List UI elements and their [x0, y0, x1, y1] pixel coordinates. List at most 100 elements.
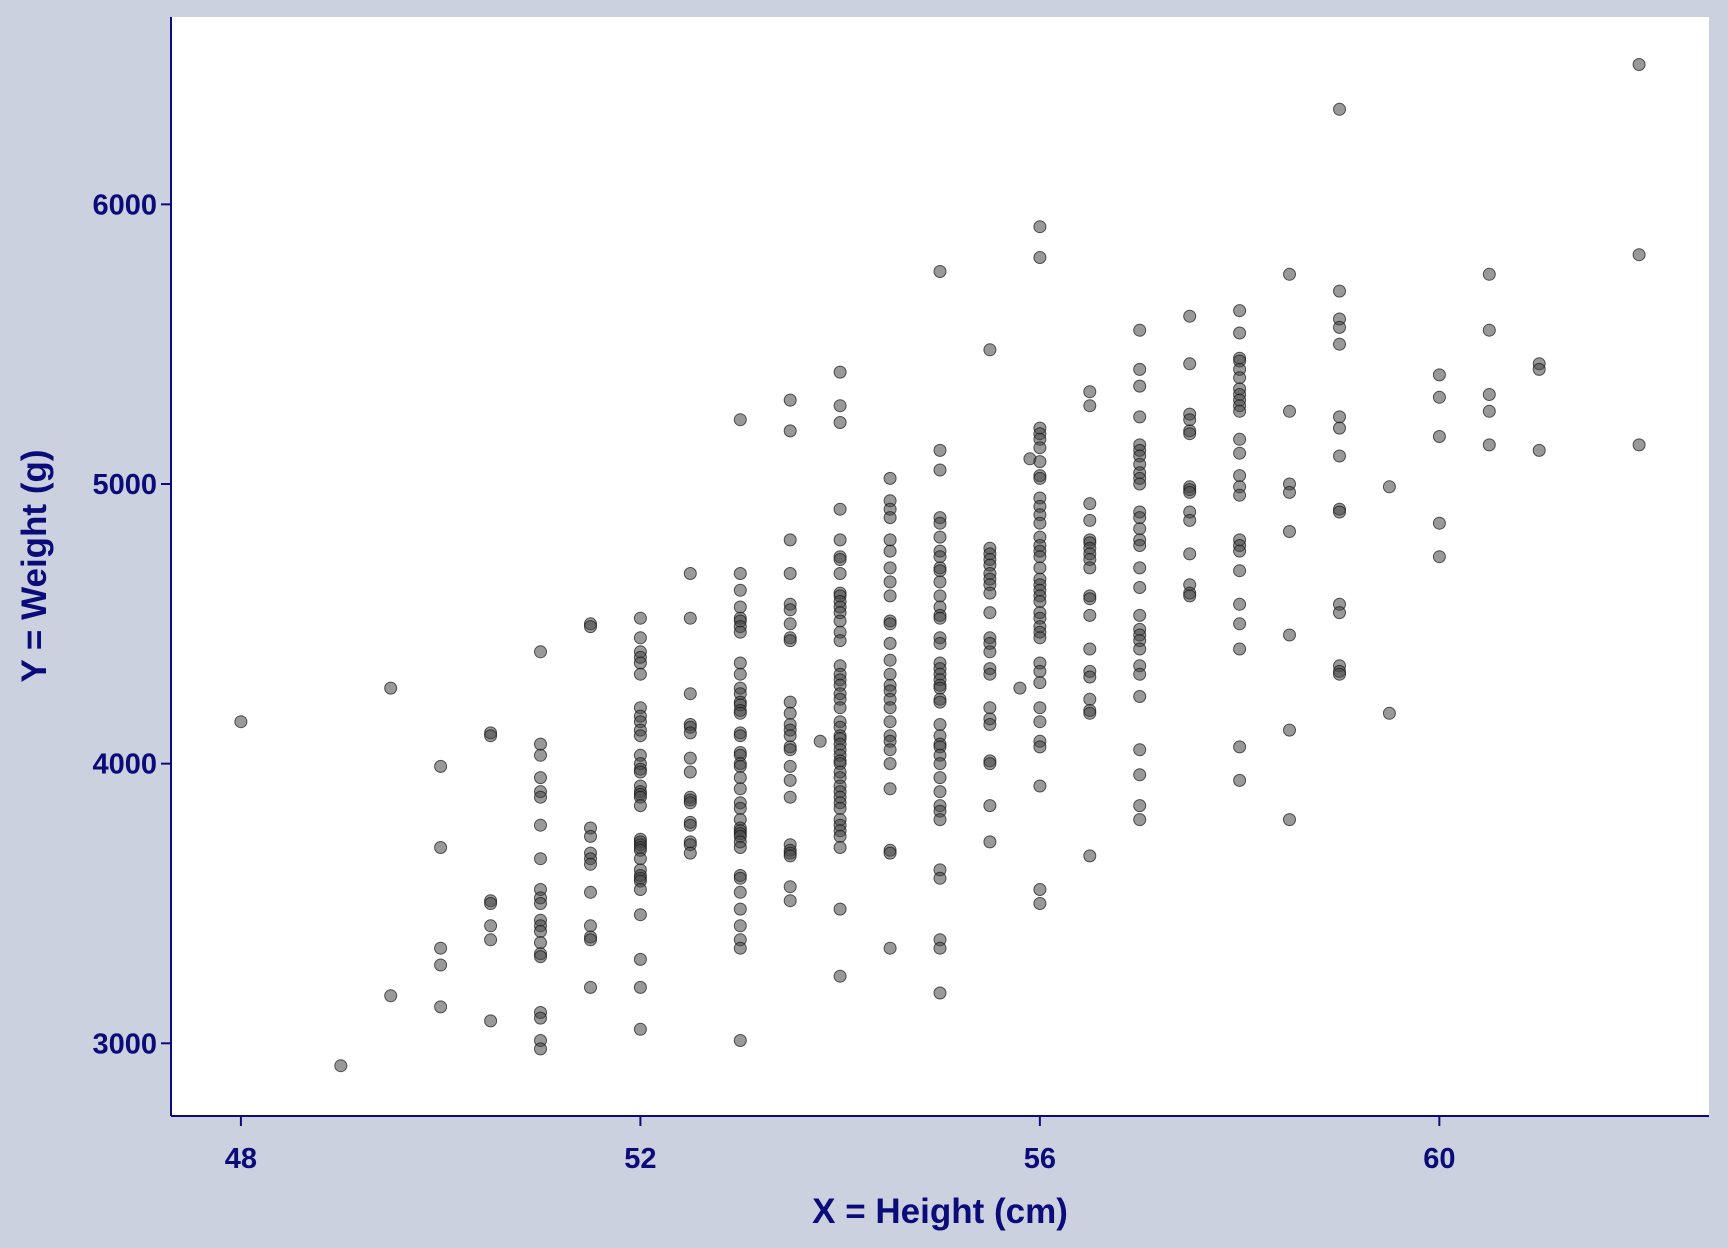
data-point — [733, 782, 747, 796]
data-point — [1183, 357, 1197, 371]
data-point — [933, 681, 947, 695]
data-point — [833, 829, 847, 843]
data-point — [1133, 768, 1147, 782]
data-point — [633, 883, 647, 896]
data-point — [1233, 404, 1247, 418]
data-point — [1083, 592, 1097, 606]
data-point — [1482, 388, 1496, 401]
data-point — [1183, 547, 1197, 561]
data-point — [783, 617, 797, 631]
data-point — [1233, 740, 1247, 754]
data-point — [384, 989, 398, 1003]
data-point — [813, 734, 827, 748]
data-point — [633, 765, 647, 779]
data-point — [1233, 371, 1247, 385]
data-point — [1083, 608, 1097, 622]
data-point — [1133, 511, 1147, 525]
data-point — [434, 841, 448, 854]
data-point — [1033, 779, 1047, 793]
data-point — [1333, 421, 1346, 435]
data-point — [1632, 248, 1646, 262]
data-point — [933, 813, 947, 827]
data-point — [783, 729, 797, 743]
data-point — [633, 667, 647, 681]
data-point — [1033, 595, 1047, 608]
data-point — [933, 550, 947, 564]
data-point — [1233, 564, 1247, 578]
data-point — [1083, 642, 1097, 656]
data-point — [833, 502, 847, 516]
data-point — [833, 841, 847, 854]
data-point — [633, 952, 647, 966]
data-point — [1133, 379, 1147, 393]
data-point — [1233, 469, 1247, 483]
y-tick-label: 6000 — [92, 189, 157, 221]
data-point — [833, 416, 847, 429]
data-point — [883, 589, 897, 603]
data-point — [633, 908, 647, 922]
data-point — [484, 1014, 498, 1028]
data-point — [1183, 589, 1197, 603]
data-point — [883, 511, 897, 525]
data-point — [484, 919, 498, 933]
data-point — [933, 463, 947, 477]
data-point — [833, 365, 847, 379]
data-point — [584, 919, 597, 933]
data-point — [1083, 849, 1097, 863]
data-point — [833, 801, 847, 815]
data-point — [1033, 220, 1047, 234]
data-point — [733, 706, 747, 720]
data-point — [334, 1059, 348, 1073]
data-point — [1233, 432, 1247, 446]
data-point — [1632, 438, 1646, 452]
data-point — [733, 413, 747, 427]
data-point — [983, 667, 997, 681]
data-point — [683, 751, 697, 765]
data-point — [1133, 323, 1147, 337]
data-point — [384, 681, 398, 695]
data-point — [1233, 304, 1247, 318]
data-point — [833, 902, 847, 916]
data-point — [1083, 497, 1097, 511]
data-point — [733, 919, 747, 933]
data-point — [933, 443, 947, 457]
data-points — [234, 58, 1646, 1073]
data-point — [1233, 326, 1247, 340]
data-point — [883, 544, 897, 558]
data-point — [1033, 631, 1047, 645]
data-point — [534, 950, 547, 964]
data-point — [1482, 267, 1496, 281]
data-point — [534, 748, 547, 762]
data-point — [1033, 455, 1047, 469]
data-point — [1033, 441, 1047, 455]
data-point — [1133, 581, 1147, 594]
data-point — [534, 852, 547, 866]
data-point — [1033, 740, 1047, 754]
data-point — [1333, 337, 1346, 351]
data-point — [783, 743, 797, 757]
data-point — [783, 894, 797, 908]
data-point — [883, 653, 897, 667]
data-point — [1333, 505, 1346, 519]
data-point — [1432, 516, 1446, 530]
data-point — [1133, 522, 1147, 536]
data-point — [1283, 723, 1296, 737]
data-point — [933, 871, 947, 885]
data-point — [1333, 606, 1346, 620]
data-point — [1133, 362, 1147, 376]
data-point — [584, 933, 597, 947]
data-point — [733, 871, 747, 885]
data-point — [683, 611, 697, 625]
data-point — [534, 924, 547, 938]
data-point — [833, 567, 847, 580]
data-point — [1482, 404, 1496, 418]
data-point — [933, 785, 947, 799]
data-point — [733, 902, 747, 916]
data-point — [933, 265, 947, 278]
data-point — [1013, 681, 1027, 695]
data-point — [933, 516, 947, 530]
data-point — [1083, 399, 1097, 413]
data-point — [1532, 443, 1546, 457]
data-point — [983, 701, 997, 715]
data-point — [733, 759, 747, 773]
